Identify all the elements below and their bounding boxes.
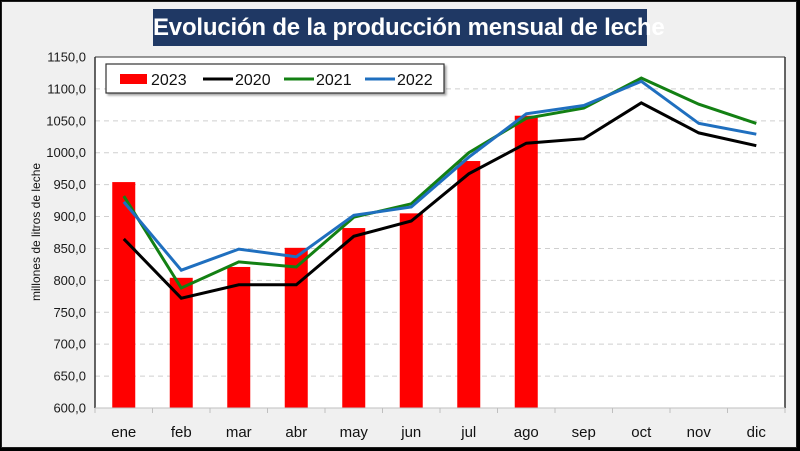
- bar-2023-feb: [169, 277, 193, 408]
- x-tick-label: mar: [226, 424, 252, 441]
- y-tick-label: 800,0: [53, 273, 86, 288]
- x-tick-label: dic: [747, 424, 767, 441]
- y-tick-label: 1050,0: [46, 113, 86, 128]
- x-tick-label: nov: [687, 424, 712, 441]
- legend-label-2021: 2021: [316, 72, 352, 89]
- bar-2023-ago: [514, 115, 538, 408]
- legend-label-2020: 2020: [235, 72, 271, 89]
- bar-2023-jul: [457, 161, 481, 408]
- line-series-2022: [122, 79, 757, 272]
- y-tick-label: 600,0: [53, 401, 86, 416]
- y-tick-label: 850,0: [53, 241, 86, 256]
- x-tick-label: sep: [572, 424, 596, 441]
- legend-swatch-2023: [120, 74, 147, 84]
- line-series-2021: [122, 76, 757, 290]
- y-axis-label: millones de litros de leche: [29, 163, 43, 301]
- line-series-2020: [122, 101, 757, 300]
- x-tick-label: feb: [171, 424, 192, 441]
- bar-2023-jun: [399, 213, 423, 408]
- bar-2023-ene: [112, 182, 136, 408]
- x-tick-label: jun: [400, 424, 421, 441]
- legend: 2023 2020 2021 2022: [105, 63, 445, 94]
- bar-2023-may: [342, 228, 366, 408]
- plot-area: [95, 57, 785, 408]
- y-tick-label: 1100,0: [47, 81, 86, 96]
- legend-box: [105, 63, 445, 94]
- y-tick-label: 750,0: [53, 305, 86, 320]
- x-tick-label: may: [340, 424, 369, 441]
- x-tick-label: oct: [631, 424, 652, 441]
- y-tick-label: 900,0: [53, 209, 86, 224]
- x-tick-label: jul: [460, 424, 476, 441]
- y-tick-label: 1150,0: [47, 50, 86, 65]
- y-tick-label: 1000,0: [46, 145, 86, 160]
- legend-label-2023: 2023: [151, 72, 187, 89]
- chart-title: Evolución de la producción mensual de le…: [153, 9, 665, 46]
- x-tick-label: ago: [514, 424, 539, 441]
- y-tick-label: 700,0: [53, 337, 86, 352]
- bar-2023-abr: [284, 247, 308, 408]
- y-tick-label: 950,0: [53, 177, 86, 192]
- legend-label-2022: 2022: [397, 72, 433, 89]
- x-tick-label: abr: [285, 424, 307, 441]
- bar-2023-mar: [227, 266, 251, 408]
- x-tick-label: ene: [111, 424, 136, 441]
- y-tick-label: 650,0: [53, 369, 86, 384]
